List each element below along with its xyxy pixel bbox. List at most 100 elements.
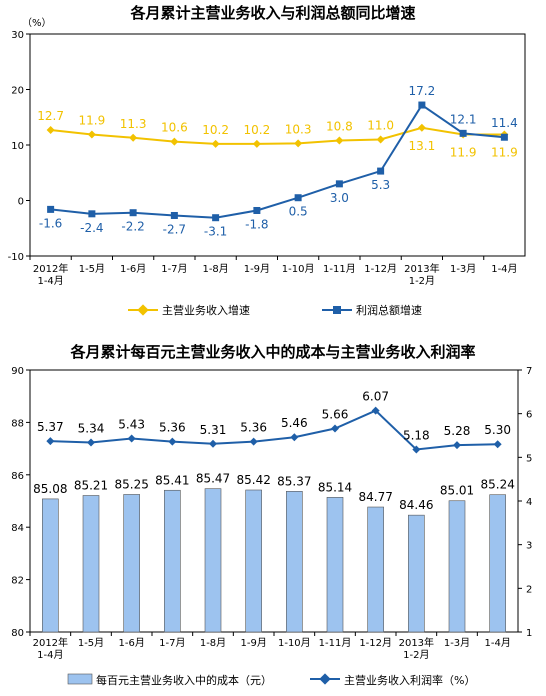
data-point-revenue-growth [46,126,55,135]
chart1-x-axis: 2012年 1-4月1-5月 1-6月 1-7月 1-8月 1-9月 1-10月 1-11月 1… [29,256,518,287]
x-tick-label: 1-6月 [118,637,144,649]
series-line-revenue-growth [50,126,505,145]
y-tick-label: 0 [18,197,24,208]
x-tick-label-line: 1-2月 [403,649,429,661]
data-point-margin [371,406,380,415]
data-label-cost: 85.14 [318,480,352,494]
x-tick-label: 1-9月 [240,637,266,649]
data-point-margin [412,445,421,454]
data-label-margin: 5.36 [159,421,186,435]
chart-cost-and-margin: 各月累计每百元主营业务收入中的成本与主营业务收入利润率 80 82 84 86 88 90… [11,343,532,687]
data-label-cost: 85.47 [196,472,230,486]
data-label-cost: 84.46 [399,498,433,512]
bar-cost [42,498,59,633]
chart2-line [46,406,502,454]
chart1-series [46,101,509,222]
data-label-margin: 5.34 [78,421,105,435]
data-point-revenue-growth [252,139,261,148]
x-tick-label-line: 1-4月 [491,263,517,275]
y-tick-label: 88 [11,418,24,429]
data-label-cost: 85.24 [480,478,514,492]
data-label-margin: 6.07 [362,390,389,404]
y-tick-label: 20 [11,86,24,97]
x-tick-label: 1-9月 [244,263,270,275]
data-label-margin: 5.37 [37,420,64,434]
x-tick-label: 1-10月 [278,637,311,649]
data-label-revenue-growth: 11.3 [120,117,147,131]
x-tick-label-line: 1-5月 [78,637,104,649]
data-point-profit-growth [294,194,302,202]
x-tick-label-line: 1-8月 [202,263,228,275]
y-tick-label: 86 [11,471,24,482]
x-tick-label: 2012年 1-4月 [33,262,68,287]
data-label-profit-growth: -3.1 [204,225,227,239]
y-tick-label: 80 [11,628,24,639]
x-tick-label: 1-3月 [444,637,470,649]
data-point-margin [331,424,339,433]
data-label-margin: 5.46 [281,416,308,430]
x-tick-label-line: 2013年 [399,636,434,649]
chart2-x-axis: 2012年 1-4月1-5月 1-6月 1-7月 1-8月 1-9月 1-10月 1-11月 1… [29,632,511,661]
data-label-margin: 5.18 [403,428,430,442]
y-tick-label: 84 [11,523,24,534]
data-label-revenue-growth: 10.2 [244,123,271,137]
y2-tick-label: 6 [526,410,532,421]
y-tick-label: 82 [11,576,24,587]
x-tick-label-line: 1-6月 [118,637,144,649]
bar-cost [448,500,466,633]
data-point-margin [46,437,55,446]
data-label-margin: 5.30 [484,423,511,437]
x-tick-label: 1-12月 [359,637,392,649]
x-tick-label: 1-7月 [159,637,185,649]
data-label-profit-growth: 17.2 [409,84,436,98]
chart-growth-rates: 各月累计主营业务收入与利润总额同比增速 （%） -10 0 10 20 30 2012年… [8,4,526,317]
data-label-profit-growth: 3.0 [330,191,349,205]
x-tick-label: 2013年 1-2月 [399,636,434,661]
x-tick-label: 1-11月 [323,263,356,275]
x-tick-label-line: 1-12月 [359,637,392,649]
data-label-revenue-growth: 10.3 [285,122,312,136]
x-tick-label: 2013年 1-2月 [404,262,439,287]
y2-tick-label: 1 [526,628,532,639]
chart1-title: 各月累计主营业务收入与利润总额同比增速 [129,4,415,22]
x-tick-label: 1-10月 [282,263,315,275]
chart1-y-unit-label: （%） [22,17,52,29]
x-tick-label-line: 1-4月 [37,649,63,661]
x-tick-label: 1-4月 [491,263,517,275]
bar-cost [367,506,384,633]
data-label-margin: 5.66 [322,408,349,422]
y-tick-label: 90 [11,366,24,377]
x-tick-label: 1-5月 [79,263,105,275]
x-tick-label-line: 2013年 [404,262,439,275]
data-point-revenue-growth [170,137,179,146]
legend-marker-margin [319,673,331,685]
data-point-profit-growth [129,209,137,217]
data-label-cost: 85.21 [74,478,108,492]
legend-swatch-cost [67,673,93,685]
x-tick-label-line: 1-3月 [450,263,476,275]
x-tick-label-line: 2012年 [33,636,68,649]
series-line-profit-growth [50,103,505,219]
data-point-profit-growth [47,205,55,213]
data-label-revenue-growth: 10.2 [202,123,229,137]
bar-cost [123,494,140,633]
x-tick-label: 1-4月 [484,637,510,649]
x-tick-label-line: 1-11月 [323,263,356,275]
data-label-profit-growth: -1.8 [245,217,268,231]
data-label-revenue-growth: 11.9 [79,113,106,127]
data-point-margin [87,438,95,447]
x-tick-label: 1-7月 [161,263,187,275]
data-point-profit-growth [170,211,178,219]
data-point-revenue-growth [129,133,138,142]
x-tick-label-line: 1-10月 [282,263,315,275]
x-tick-label-line: 1-7月 [161,263,187,275]
data-label-profit-growth: 0.5 [289,205,308,219]
legend-label-cost: 每百元主营业务收入中的成本（元） [96,673,272,687]
data-label-margin: 5.31 [200,423,227,437]
x-tick-label-line: 1-12月 [364,263,397,275]
x-tick-label: 1-8月 [200,637,226,649]
data-label-margin: 5.36 [240,421,267,435]
data-label-profit-growth: -2.4 [80,221,103,235]
bar-cost [286,491,303,633]
